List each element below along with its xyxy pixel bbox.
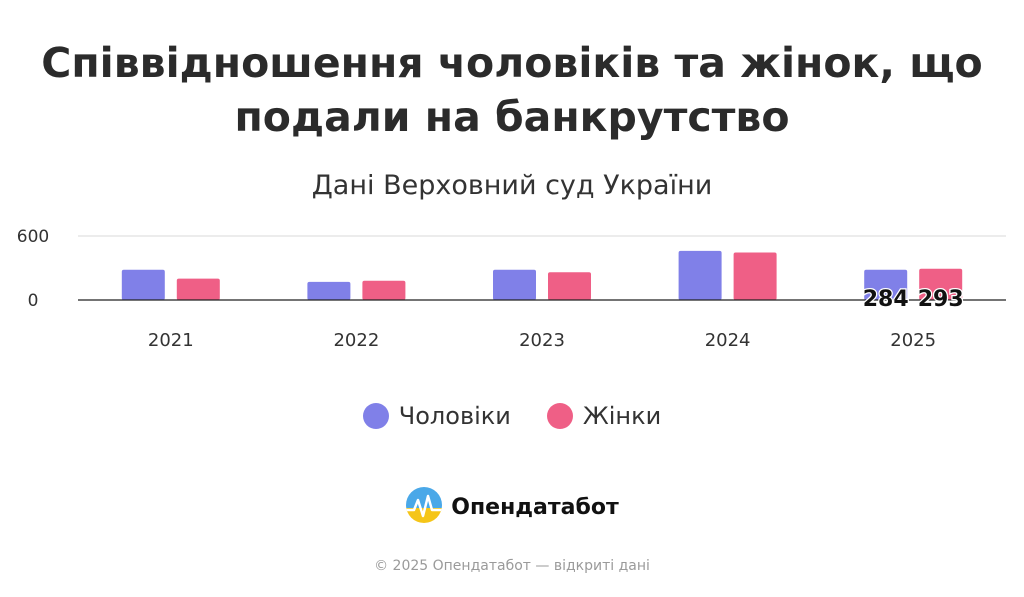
legend-swatch-women	[546, 403, 573, 429]
bar-women-2025	[919, 268, 963, 300]
data-label: 284	[863, 287, 909, 312]
bar-women-2024	[733, 252, 777, 300]
y-tick-label: 0	[28, 291, 39, 311]
bar-men-2022	[307, 281, 351, 300]
bar-women-2021	[176, 278, 220, 300]
legend-item-women[interactable]: Жінки	[546, 402, 662, 430]
chart-subtitle: Дані Верховний суд України	[311, 170, 713, 201]
bar-men-2021	[121, 269, 165, 300]
legend-label-women: Жінки	[582, 402, 662, 430]
data-label: 293	[918, 287, 964, 312]
y-tick-label: 600	[17, 227, 49, 247]
legend: Чоловіки Жінки	[0, 402, 1024, 430]
footer-text: © 2025 Опендатабот — відкриті дані	[374, 558, 650, 574]
legend-label-men: Чоловіки	[398, 402, 511, 430]
brand-name: Опендатабот	[451, 495, 619, 520]
bar-men-2023	[493, 269, 536, 300]
chart-title: Співвідношення чоловіків та жінок, що по…	[41, 39, 983, 141]
opendatabot-logo-icon	[405, 486, 443, 529]
x-tick-label: 2022	[333, 330, 379, 351]
legend-swatch-men	[362, 403, 389, 429]
bar-women-2023	[548, 272, 591, 300]
x-tick-label: 2021	[148, 330, 194, 351]
bar-men-2025	[864, 269, 908, 300]
bar-chart: 600 0 2021 2022 2023 2024 2025 284 293	[17, 227, 1006, 351]
bar-women-2022	[362, 280, 406, 300]
legend-item-men[interactable]: Чоловіки	[362, 402, 511, 430]
brand: Опендатабот	[0, 486, 1024, 529]
bar-men-2024	[678, 250, 722, 300]
x-tick-label: 2024	[705, 330, 751, 351]
x-tick-label: 2025	[890, 330, 936, 351]
x-tick-label: 2023	[519, 330, 565, 351]
